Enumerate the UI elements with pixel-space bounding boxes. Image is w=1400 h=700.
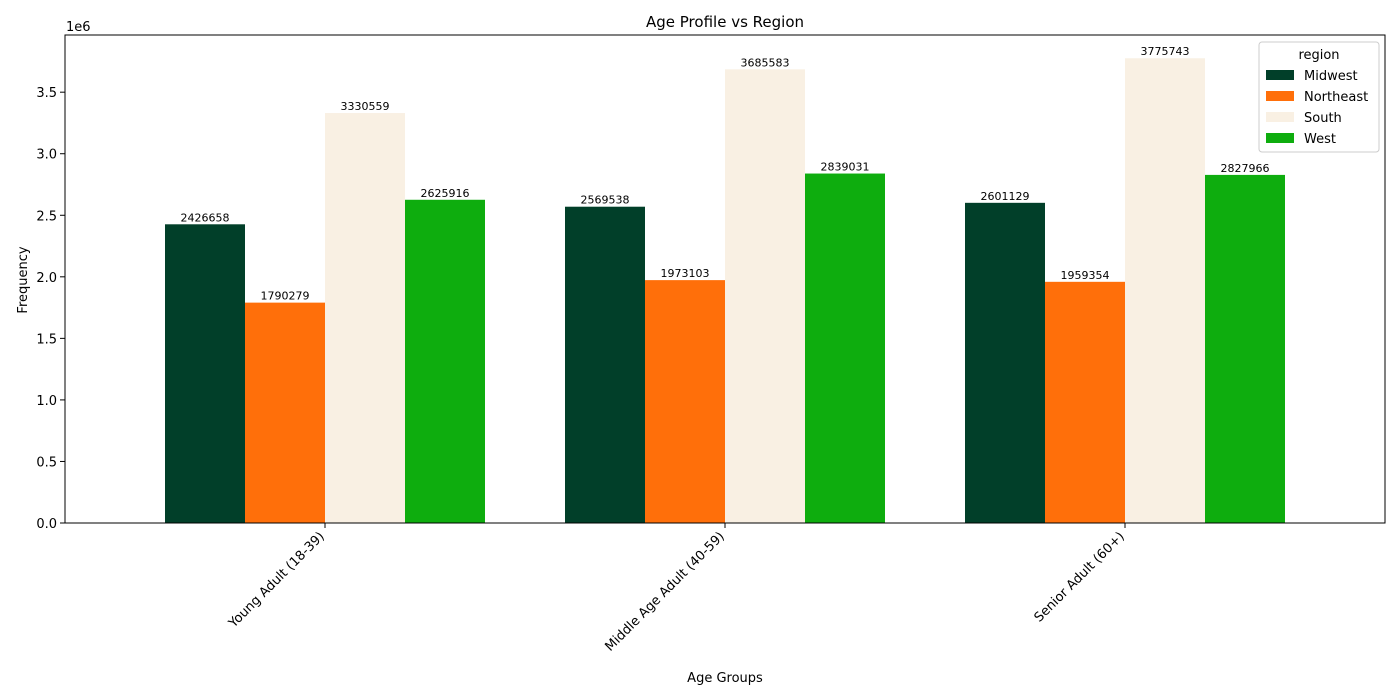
data-label-west-2: 2827966 <box>1221 162 1270 175</box>
bar-midwest-0 <box>165 224 245 523</box>
bars-layer <box>165 58 1285 524</box>
legend-swatch-west <box>1266 133 1294 143</box>
x-tick-label: Middle Age Adult (40-59) <box>602 529 727 654</box>
y-tick-label: 3.0 <box>36 148 57 163</box>
bar-south-1 <box>725 69 805 524</box>
data-label-midwest-2: 2601129 <box>981 190 1030 203</box>
legend-title: region <box>1298 48 1339 63</box>
y-tick-label: 1.5 <box>36 332 57 347</box>
x-tick-label: Senior Adult (60+) <box>1032 529 1128 625</box>
x-axis-label: Age Groups <box>687 671 763 686</box>
x-tick-label: Young Adult (18-39) <box>225 529 327 631</box>
bar-northeast-0 <box>245 302 325 523</box>
bar-northeast-1 <box>645 280 725 523</box>
data-label-south-1: 3685583 <box>741 56 790 69</box>
data-label-northeast-2: 1959354 <box>1061 269 1110 282</box>
x-axis: Young Adult (18-39) Middle Age Adult (40-… <box>225 523 1128 655</box>
legend-swatch-midwest <box>1266 70 1294 80</box>
data-label-south-0: 3330559 <box>341 100 390 113</box>
legend-swatch-south <box>1266 112 1294 122</box>
y-scale-multiplier: 1e6 <box>66 20 91 35</box>
chart-title: Age Profile vs Region <box>646 13 804 31</box>
data-label-south-2: 3775743 <box>1141 45 1190 58</box>
data-labels-layer: 2426658 2569538 2601129 1790279 1973103 19593… <box>181 45 1270 302</box>
legend-label-northeast: Northeast <box>1304 90 1368 105</box>
bar-south-2 <box>1125 58 1205 524</box>
data-label-northeast-1: 1973103 <box>661 267 710 280</box>
legend-label-south: South <box>1304 111 1342 126</box>
bar-west-0 <box>405 199 485 523</box>
y-tick-label: 2.5 <box>36 209 57 224</box>
legend-label-west: West <box>1304 132 1336 147</box>
bar-northeast-2 <box>1045 281 1125 523</box>
y-tick-label: 3.5 <box>36 86 57 101</box>
data-label-midwest-1: 2569538 <box>581 194 630 207</box>
data-label-west-0: 2625916 <box>421 187 470 200</box>
legend-items: Midwest Northeast South West <box>1266 69 1368 147</box>
data-label-midwest-0: 2426658 <box>181 211 230 224</box>
legend-swatch-northeast <box>1266 91 1294 101</box>
bar-midwest-2 <box>965 202 1045 523</box>
legend-label-midwest: Midwest <box>1304 69 1358 84</box>
data-label-northeast-0: 1790279 <box>261 290 310 303</box>
bar-west-2 <box>1205 174 1285 524</box>
bar-west-1 <box>805 173 885 524</box>
data-label-west-1: 2839031 <box>821 161 870 174</box>
y-tick-label: 1.0 <box>36 394 57 409</box>
y-axis-label: Frequency <box>16 246 31 313</box>
y-tick-label: 2.0 <box>36 271 57 286</box>
bar-midwest-1 <box>565 206 645 523</box>
y-tick-label: 0.5 <box>36 455 57 470</box>
y-tick-label: 0.0 <box>36 517 57 532</box>
legend-box <box>1258 41 1380 153</box>
legend: region Midwest Northeast South West <box>1258 41 1380 153</box>
bar-south-0 <box>325 113 405 524</box>
y-axis: 0.0 0.5 1.0 1.5 2.0 2.5 3.0 3.5 <box>36 86 65 532</box>
